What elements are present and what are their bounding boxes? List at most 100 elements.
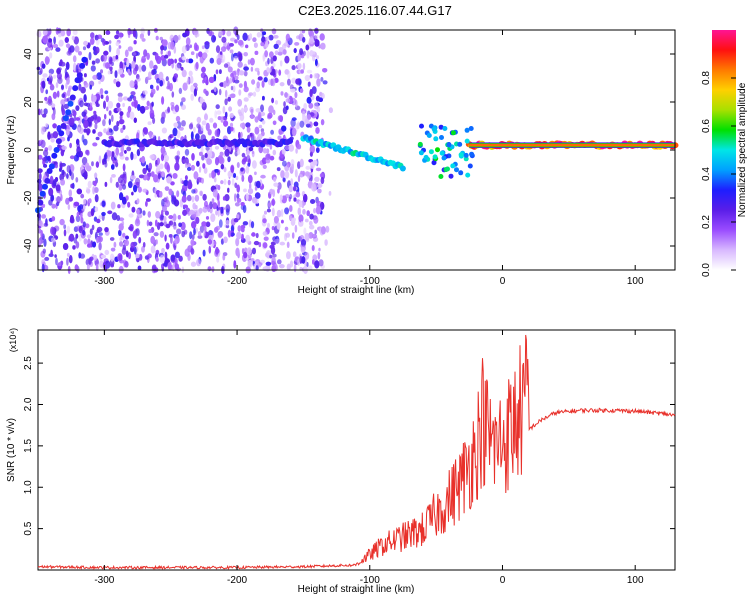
heatmap-cell [137, 265, 142, 271]
heatmap-cell [165, 196, 169, 204]
heatmap-cell [62, 243, 69, 250]
heatmap-cell [95, 58, 100, 64]
heatmap-cell [293, 263, 297, 273]
heatmap-cell [197, 230, 202, 237]
heatmap-cell [245, 165, 250, 174]
heatmap-cell [70, 214, 74, 223]
heatmap-cell [118, 67, 123, 75]
heatmap-cell [311, 245, 315, 252]
heatmap-cell [92, 95, 97, 103]
heatmap-cell [104, 161, 108, 168]
heatmap-feature-cell [448, 173, 454, 179]
heatmap-cell [100, 94, 104, 99]
heatmap-cell [223, 178, 227, 185]
heatmap-cell [247, 59, 251, 65]
heatmap-cell [251, 232, 256, 237]
heatmap-cell [315, 147, 320, 154]
heatmap-cell [47, 95, 52, 104]
heatmap-cell [103, 50, 109, 56]
heatmap-cell [256, 81, 261, 89]
heatmap-cell [42, 248, 46, 254]
heatmap-cell [83, 94, 87, 103]
heatmap-cell [164, 186, 170, 192]
heatmap-cell [162, 204, 167, 213]
heatmap-cell [90, 37, 95, 45]
heatmap-feature-cell [79, 62, 86, 69]
heatmap-cell [200, 125, 204, 132]
heatmap-cell [309, 224, 315, 230]
heatmap-cell [41, 263, 45, 273]
heatmap-cell [205, 221, 211, 228]
heatmap-cell [267, 222, 270, 229]
heatmap-cell [195, 61, 199, 70]
heatmap-cell [159, 254, 165, 264]
heatmap-cell [250, 221, 255, 229]
heatmap-cell [53, 74, 57, 79]
heatmap-cell [118, 223, 124, 231]
heatmap-cell [122, 163, 126, 172]
heatmap-cell [86, 130, 90, 136]
heatmap-cell [86, 263, 90, 271]
heatmap-cell [48, 145, 53, 151]
heatmap-cell [56, 72, 63, 80]
heatmap-cell [52, 43, 59, 48]
heatmap-cell [218, 88, 222, 96]
heatmap-cell [131, 206, 136, 213]
heatmap-cell [188, 123, 194, 130]
heatmap-cell [145, 198, 151, 202]
heatmap-cell [83, 119, 89, 129]
heatmap-feature-cell [51, 152, 58, 159]
heatmap-cell [147, 29, 151, 36]
heatmap-cell [288, 185, 293, 193]
heatmap-cell [193, 42, 198, 51]
heatmap-cell [52, 123, 57, 129]
heatmap-cell [147, 121, 152, 126]
heatmap-cell [162, 39, 168, 47]
heatmap-cell [96, 116, 101, 123]
heatmap-cell [40, 229, 43, 239]
heatmap-cell [309, 145, 315, 154]
heatmap-cell [227, 187, 230, 193]
heatmap-feature-cell [439, 135, 444, 140]
snr-scale-label: (x10⁴) [8, 328, 18, 352]
heatmap-cell [211, 266, 215, 273]
heatmap-cell [154, 193, 158, 198]
heatmap-cell [240, 227, 245, 233]
heatmap-cell [122, 96, 129, 101]
heatmap-cell [86, 165, 92, 172]
heatmap-cell [71, 35, 76, 41]
heatmap-cell [98, 242, 102, 251]
heatmap-cell [54, 177, 59, 182]
heatmap-cell [205, 146, 210, 151]
heatmap-feature-cell [435, 147, 440, 153]
heatmap-cell [253, 263, 256, 270]
heatmap-cell [263, 77, 268, 83]
heatmap-cell [160, 146, 166, 155]
heatmap-cell [100, 69, 103, 74]
heatmap-cell [202, 163, 206, 169]
heatmap-cell [167, 262, 172, 271]
heatmap-cell [83, 238, 88, 245]
heatmap-cell [73, 62, 77, 72]
heatmap-feature-cell [72, 85, 79, 92]
heatmap-cell [304, 233, 310, 241]
heatmap-cell [138, 253, 143, 261]
heatmap-cell [81, 169, 87, 177]
heatmap-cell [173, 122, 179, 128]
heatmap-cell [190, 164, 195, 171]
heatmap-cell [78, 252, 82, 259]
heatmap-cell [296, 239, 300, 244]
heatmap-cell [172, 127, 178, 137]
heatmap-cell [243, 86, 249, 93]
heatmap-cell [56, 196, 61, 204]
heatmap-cell [227, 66, 233, 73]
heatmap-cell [148, 162, 153, 171]
heatmap-cell [311, 86, 317, 95]
heatmap-cell [236, 184, 240, 193]
heatmap-cell [268, 202, 272, 208]
heatmap-cell [233, 260, 237, 269]
heatmap-cell [80, 217, 84, 224]
heatmap-cell [278, 47, 284, 54]
heatmap-cell [304, 171, 310, 177]
heatmap-cell [215, 157, 219, 166]
